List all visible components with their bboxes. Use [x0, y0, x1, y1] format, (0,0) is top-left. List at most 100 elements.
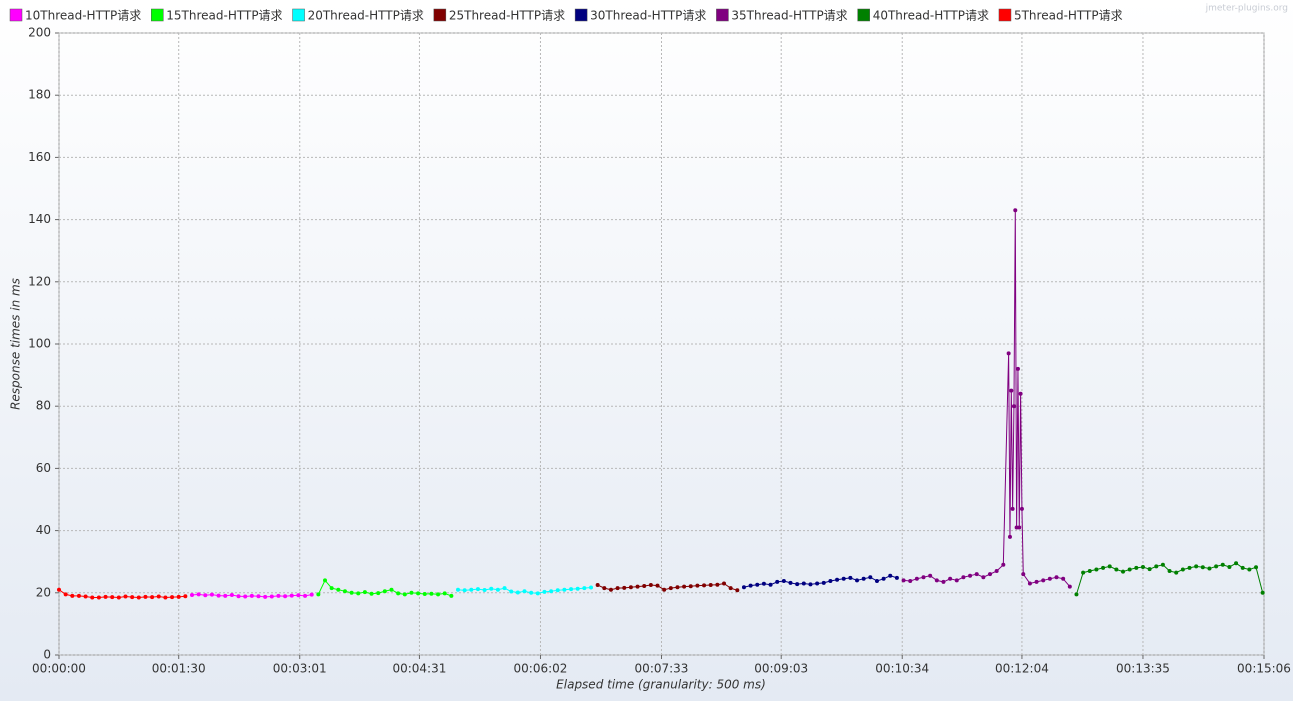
data-point — [795, 582, 800, 587]
data-point — [535, 591, 540, 596]
x-tick-label: 00:07:33 — [635, 662, 689, 676]
data-point — [349, 590, 354, 595]
data-point — [968, 573, 973, 578]
legend-label: 10Thread-HTTP请求 — [25, 9, 141, 23]
data-point — [515, 590, 520, 595]
data-point — [209, 592, 214, 597]
data-point — [1174, 570, 1179, 575]
data-point — [495, 587, 500, 592]
data-point — [868, 575, 873, 580]
legend-label: 30Thread-HTTP请求 — [590, 9, 706, 23]
data-point — [1021, 572, 1026, 577]
y-tick-label: 140 — [28, 212, 51, 226]
data-point — [815, 581, 820, 586]
legend-swatch — [9, 8, 23, 22]
data-point — [103, 594, 108, 599]
data-point — [1227, 564, 1232, 569]
data-point — [429, 591, 434, 596]
data-point — [1101, 565, 1106, 570]
data-point — [835, 577, 840, 582]
y-tick-label: 160 — [28, 150, 51, 164]
data-point — [150, 595, 155, 600]
data-point — [1034, 579, 1039, 584]
x-tick-label: 00:06:02 — [514, 662, 568, 676]
data-point — [196, 592, 201, 597]
data-point — [70, 593, 75, 598]
data-point — [1127, 567, 1132, 572]
data-point — [549, 589, 554, 594]
y-tick-label: 0 — [43, 648, 51, 662]
data-point — [755, 582, 760, 587]
data-point — [934, 578, 939, 583]
data-point — [229, 592, 234, 597]
data-point — [1147, 567, 1152, 572]
data-point — [369, 591, 374, 596]
data-point — [1041, 578, 1046, 583]
data-point — [1240, 565, 1245, 570]
y-tick-label: 60 — [36, 461, 51, 475]
data-point — [788, 580, 793, 585]
data-point — [695, 583, 700, 588]
data-point — [469, 587, 474, 592]
data-point — [176, 594, 181, 599]
data-point — [130, 595, 135, 600]
data-point — [502, 586, 507, 591]
data-point — [881, 576, 886, 581]
data-point — [1207, 566, 1212, 571]
data-point — [422, 592, 427, 597]
data-point — [402, 592, 407, 597]
data-point — [662, 587, 667, 592]
data-point — [1160, 562, 1165, 567]
data-point — [382, 589, 387, 594]
data-point — [748, 583, 753, 588]
data-point — [1094, 567, 1099, 572]
legend-swatch — [574, 8, 588, 22]
series-line — [597, 582, 738, 591]
data-point — [1114, 567, 1119, 572]
data-point — [163, 595, 168, 600]
legend-swatch — [292, 8, 305, 22]
data-point — [243, 594, 248, 599]
data-point — [1013, 208, 1018, 213]
data-point — [1011, 404, 1016, 409]
data-point — [682, 584, 687, 589]
data-point — [276, 593, 281, 598]
y-tick-label: 200 — [28, 26, 51, 40]
data-point — [170, 595, 175, 600]
data-point — [894, 575, 899, 580]
y-tick-label: 40 — [36, 523, 51, 537]
y-axis-label: Response times in ms — [9, 278, 23, 410]
legend-label: 35Thread-HTTP请求 — [731, 9, 847, 23]
data-point — [874, 578, 879, 583]
data-point — [323, 578, 328, 583]
data-point — [1061, 576, 1066, 581]
y-tick-label: 80 — [36, 399, 51, 413]
data-point — [1009, 388, 1014, 393]
data-point — [722, 581, 727, 586]
data-point — [761, 581, 766, 586]
data-point — [1121, 569, 1126, 574]
data-point — [675, 585, 680, 590]
x-tick-label: 00:01:30 — [152, 662, 206, 676]
data-point — [848, 575, 853, 580]
data-point — [642, 583, 647, 588]
data-point — [888, 573, 893, 578]
data-point — [216, 593, 221, 598]
data-point — [615, 586, 620, 591]
data-point — [283, 594, 288, 599]
data-point — [309, 592, 314, 597]
data-point — [1140, 564, 1145, 569]
data-point — [1074, 592, 1079, 597]
data-point — [855, 578, 860, 583]
data-point — [1018, 391, 1023, 396]
data-point — [595, 583, 600, 588]
legend-label: 40Thread-HTTP请求 — [873, 9, 989, 23]
data-point — [914, 576, 919, 581]
data-point — [1054, 575, 1059, 580]
data-point — [1081, 570, 1086, 575]
data-point — [336, 587, 341, 592]
data-point — [562, 587, 567, 592]
data-point — [628, 585, 633, 590]
data-point — [1214, 564, 1219, 569]
